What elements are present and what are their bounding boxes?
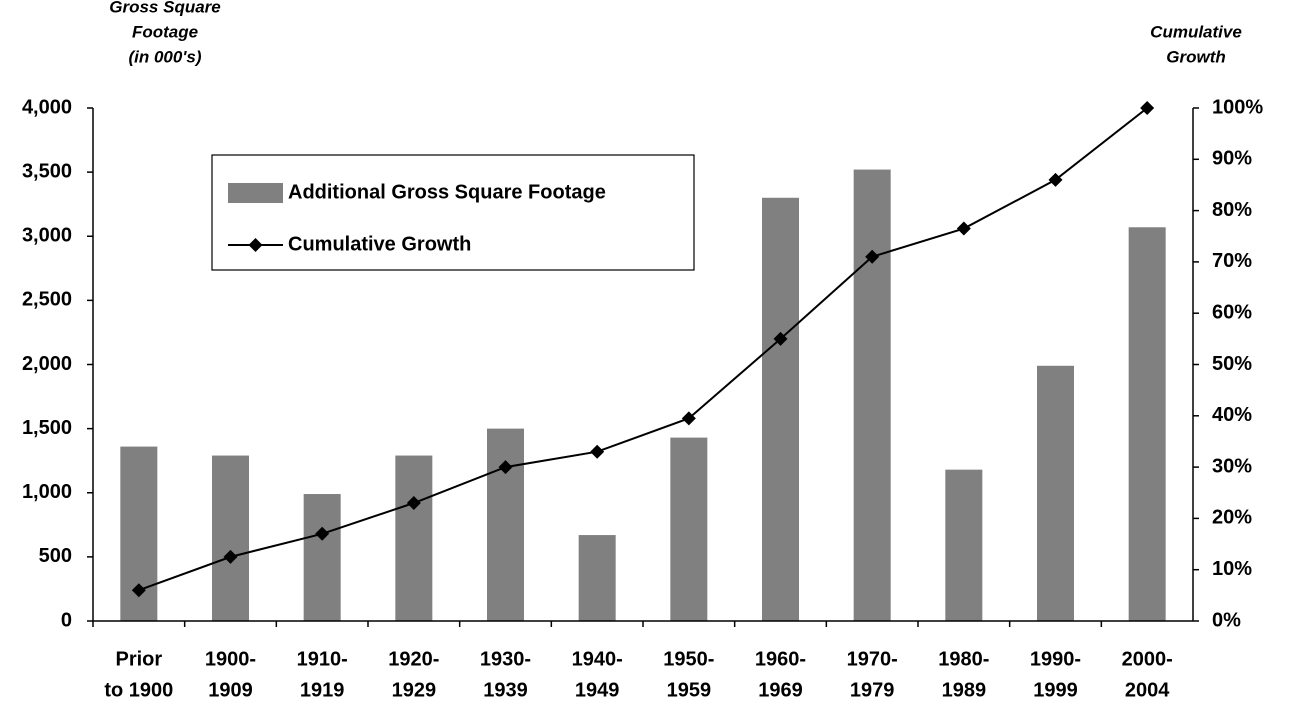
line-marker	[865, 249, 880, 264]
line-marker	[406, 496, 421, 511]
x-tick-label: 1979	[850, 679, 895, 701]
y-axis-title: Gross Square	[109, 0, 221, 16]
x-tick-label: 1989	[942, 679, 987, 701]
x-tick-label: 1990-	[1030, 648, 1081, 670]
y2-tick-label: 40%	[1212, 404, 1252, 426]
line-marker	[590, 444, 605, 459]
y-tick-label: 1,500	[22, 417, 72, 439]
x-tick-label: 1970-	[847, 648, 898, 670]
bar	[303, 494, 341, 621]
y2-tick-label: 20%	[1212, 507, 1252, 529]
line-marker	[956, 221, 971, 236]
y-tick-label: 500	[39, 545, 72, 567]
x-tick-label: 1900-	[205, 648, 256, 670]
y2-tick-label: 50%	[1212, 353, 1252, 375]
bar	[945, 469, 983, 621]
y2-axis-title: Growth	[1166, 47, 1226, 66]
line-marker	[498, 460, 513, 475]
bar	[670, 437, 708, 621]
y2-tick-label: 60%	[1212, 301, 1252, 323]
y-tick-label: 2,500	[22, 289, 72, 311]
y-tick-label: 3,500	[22, 160, 72, 182]
line-marker	[131, 583, 146, 598]
legend-swatch	[228, 183, 283, 203]
bar	[762, 197, 799, 621]
bar	[853, 169, 891, 621]
line-marker	[223, 549, 238, 564]
y2-tick-label: 0%	[1212, 609, 1241, 631]
x-tick-label: 1960-	[755, 648, 806, 670]
line-marker	[681, 411, 696, 426]
y2-tick-label: 80%	[1212, 199, 1252, 221]
y-tick-label: 0	[61, 609, 72, 631]
y2-tick-label: 10%	[1212, 558, 1252, 580]
x-tick-label: 1980-	[938, 648, 989, 670]
y-axis-title: Footage	[132, 22, 198, 41]
bar	[395, 455, 433, 621]
y-tick-label: 2,000	[22, 353, 72, 375]
x-tick-label: 1969	[758, 679, 803, 701]
x-tick-label: 1929	[392, 679, 437, 701]
x-tick-label: 1949	[575, 679, 620, 701]
bar	[1037, 365, 1074, 621]
y-axis-title: (in 000's)	[128, 47, 201, 66]
y2-tick-label: 100%	[1212, 96, 1263, 118]
y2-tick-label: 90%	[1212, 148, 1252, 170]
y2-tick-label: 30%	[1212, 455, 1252, 477]
line-marker	[1140, 101, 1155, 115]
y2-tick-label: 70%	[1212, 250, 1252, 272]
bar	[578, 535, 616, 621]
x-tick-label: 1920-	[388, 648, 439, 670]
x-tick-label: 1930-	[480, 648, 531, 670]
legend-label: Cumulative Growth	[288, 233, 471, 255]
y-tick-label: 4,000	[22, 96, 72, 118]
y2-axis-title: Cumulative	[1150, 22, 1242, 41]
y-tick-label: 1,000	[22, 481, 72, 503]
legend-label: Additional Gross Square Footage	[288, 181, 606, 203]
bar	[212, 455, 249, 621]
x-tick-label: 2000-	[1122, 648, 1173, 670]
line-marker	[248, 238, 263, 252]
x-tick-label: 1939	[483, 679, 528, 701]
legend-box	[211, 154, 695, 271]
y-tick-label: 3,000	[22, 225, 72, 247]
x-tick-label: Prior	[115, 648, 162, 670]
bar	[487, 428, 524, 621]
x-tick-label: 1999	[1033, 679, 1078, 701]
line-marker	[773, 331, 788, 346]
x-tick-label: 1919	[300, 679, 345, 701]
x-tick-label: 1909	[208, 679, 253, 701]
x-tick-label: 1950-	[663, 648, 714, 670]
x-tick-label: 2004	[1125, 679, 1170, 701]
line-marker	[315, 526, 330, 541]
bar	[1128, 227, 1166, 621]
x-tick-label: 1940-	[572, 648, 623, 670]
line	[138, 107, 1148, 592]
x-tick-label: 1910-	[297, 648, 348, 670]
x-tick-label: to 1900	[104, 679, 173, 701]
line-marker	[1048, 172, 1063, 187]
x-tick-label: 1959	[667, 679, 712, 701]
